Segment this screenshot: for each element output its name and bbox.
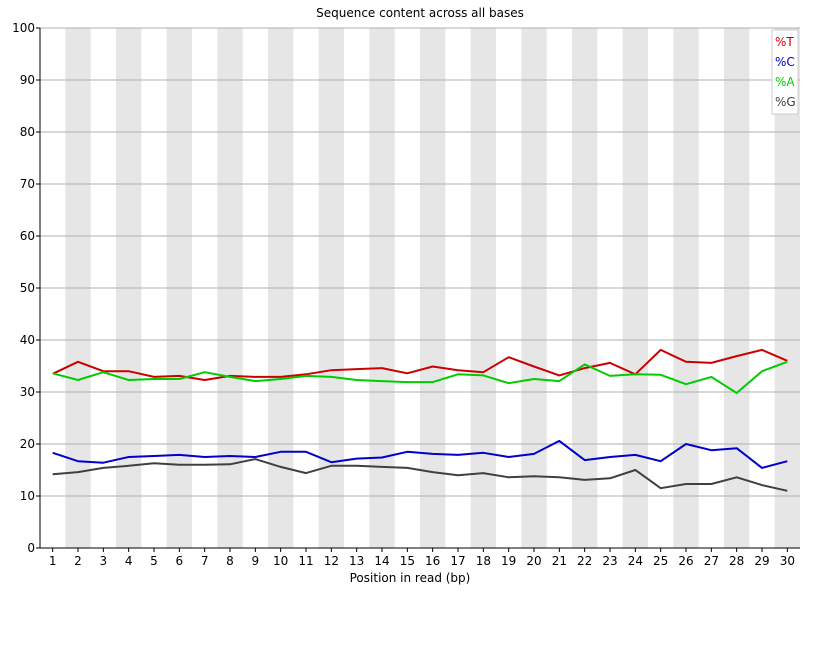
y-tick-label-20: 20 (20, 437, 35, 451)
legend: %T %C %A %G (771, 29, 799, 115)
x-tick-label-2: 2 (74, 554, 82, 568)
legend-entry-T: %T (775, 35, 794, 49)
y-gridlines (40, 27, 800, 497)
x-tick-label-22: 22 (577, 554, 592, 568)
y-tick-label-0: 0 (27, 541, 35, 555)
x-tick-label-25: 25 (653, 554, 668, 568)
y-tick-label-70: 70 (20, 177, 35, 191)
x-tick-label-9: 9 (252, 554, 260, 568)
x-tick-label-30: 30 (780, 554, 795, 568)
x-tick-label-3: 3 (100, 554, 108, 568)
x-tick-label-8: 8 (226, 554, 234, 568)
y-tick-label-90: 90 (20, 73, 35, 87)
x-tick-label-1: 1 (49, 554, 57, 568)
x-tick-label-26: 26 (678, 554, 693, 568)
legend-entry-C: %C (775, 55, 795, 69)
y-axis-ticks: 0 10 20 30 40 50 60 70 80 90 100 (12, 21, 40, 555)
x-axis-ticks: 1 2 3 4 5 6 7 8 9 10 11 12 13 14 15 16 17 18 19 20 21 22 23 24 2… (49, 548, 795, 568)
y-tick-label-80: 80 (20, 125, 35, 139)
x-tick-label-28: 28 (729, 554, 744, 568)
x-tick-label-27: 27 (704, 554, 719, 568)
x-tick-label-29: 29 (754, 554, 769, 568)
x-tick-label-15: 15 (400, 554, 415, 568)
x-tick-label-23: 23 (602, 554, 617, 568)
x-tick-label-18: 18 (476, 554, 491, 568)
legend-box (771, 29, 799, 115)
x-tick-label-6: 6 (176, 554, 184, 568)
y-tick-label-30: 30 (20, 385, 35, 399)
y-tick-label-100: 100 (12, 21, 35, 35)
x-tick-label-7: 7 (201, 554, 209, 568)
x-tick-label-5: 5 (150, 554, 158, 568)
x-tick-label-16: 16 (425, 554, 440, 568)
y-tick-label-60: 60 (20, 229, 35, 243)
legend-entry-G: %G (775, 95, 796, 109)
x-tick-label-12: 12 (324, 554, 339, 568)
x-tick-label-14: 14 (374, 554, 389, 568)
x-axis-label: Position in read (bp) (350, 571, 471, 585)
y-tick-label-40: 40 (20, 333, 35, 347)
series-line-T (52, 348, 788, 381)
x-tick-label-17: 17 (450, 554, 465, 568)
series-lines (52, 348, 788, 492)
x-tick-label-13: 13 (349, 554, 364, 568)
x-tick-label-4: 4 (125, 554, 133, 568)
series-line-G (52, 458, 788, 492)
x-tick-label-21: 21 (552, 554, 567, 568)
x-tick-label-20: 20 (526, 554, 541, 568)
y-tick-label-50: 50 (20, 281, 35, 295)
x-tick-label-19: 19 (501, 554, 516, 568)
series-line-A (52, 360, 788, 394)
series-line-C (52, 439, 788, 469)
chart-title: Sequence content across all bases (316, 6, 524, 20)
legend-entry-A: %A (775, 75, 795, 89)
x-tick-label-24: 24 (628, 554, 643, 568)
y-tick-label-10: 10 (20, 489, 35, 503)
x-tick-label-11: 11 (298, 554, 313, 568)
x-tick-label-10: 10 (273, 554, 288, 568)
